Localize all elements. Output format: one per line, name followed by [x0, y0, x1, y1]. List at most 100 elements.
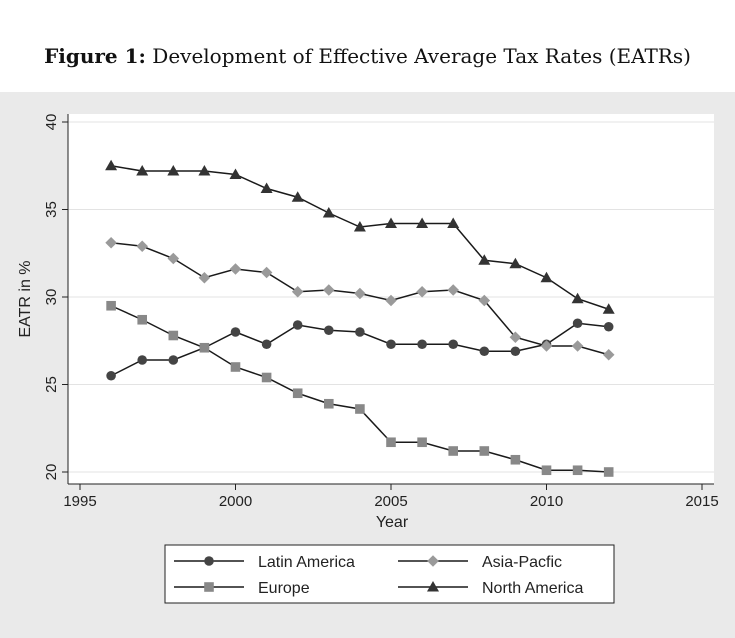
data-point-north-america: [260, 182, 273, 193]
legend-item-north-america: North America: [398, 580, 583, 597]
data-point-latin-america: [510, 346, 521, 357]
data-point-north-america: [385, 217, 397, 228]
data-point-latin-america: [292, 320, 303, 330]
data-point-asia-pacfic: [509, 331, 522, 344]
legend-item-europe: Europe: [174, 580, 310, 597]
legend-box: [164, 544, 615, 604]
data-point-latin-america: [324, 325, 334, 336]
data-point-europe: [386, 437, 396, 448]
data-point-europe: [199, 342, 210, 353]
data-point-asia-pacfic: [167, 252, 180, 265]
y-tick-label: 20: [43, 464, 60, 481]
data-point-asia-pacfic: [478, 294, 491, 307]
data-point-asia-pacfic: [136, 240, 148, 253]
data-point-asia-pacfic: [385, 294, 397, 307]
legend-marker-asia-pacfic: [427, 555, 439, 567]
data-point-europe: [510, 454, 521, 465]
data-point-north-america: [322, 207, 335, 218]
data-point-latin-america: [261, 339, 272, 350]
data-point-north-america: [291, 191, 304, 202]
legend-label: Europe: [258, 580, 310, 597]
data-point-europe: [603, 467, 614, 477]
data-point-asia-pacfic: [571, 340, 584, 352]
series-north-america: [105, 159, 615, 314]
data-point-north-america: [540, 271, 553, 283]
data-point-europe: [572, 465, 583, 476]
data-point-asia-pacfic: [602, 348, 615, 361]
data-point-latin-america: [106, 370, 116, 381]
x-tick-label: 2000: [219, 493, 252, 510]
legend-label: North America: [482, 580, 583, 597]
data-point-north-america: [447, 217, 460, 228]
legend-label: Asia-Pacfic: [482, 554, 562, 571]
y-axis-title: EATR in %: [17, 260, 34, 337]
data-point-europe: [168, 330, 179, 341]
series-group: [105, 159, 615, 477]
data-point-latin-america: [572, 318, 583, 329]
x-tick-label: 2010: [530, 493, 563, 510]
data-point-europe: [230, 362, 241, 372]
data-point-europe: [448, 446, 458, 456]
data-point-north-america: [136, 165, 149, 176]
data-point-asia-pacfic: [416, 285, 428, 298]
data-point-north-america: [167, 165, 180, 176]
data-point-north-america: [198, 165, 211, 176]
x-tick-label: 2015: [685, 493, 718, 510]
legend-label: Latin America: [258, 554, 355, 571]
figure-title: Development of Effective Average Tax Rat…: [152, 44, 691, 68]
legend-marker-europe: [204, 582, 214, 592]
data-point-north-america: [571, 292, 584, 304]
y-tick-label: 35: [43, 201, 60, 218]
data-point-asia-pacfic: [354, 287, 366, 300]
x-tick-label: 2005: [374, 493, 407, 510]
y-tick-label: 40: [43, 114, 60, 131]
data-point-europe: [417, 437, 427, 448]
figure-caption: Figure 1: Development of Effective Avera…: [0, 44, 735, 68]
data-point-asia-pacfic: [540, 340, 553, 352]
data-point-europe: [324, 398, 334, 409]
x-axis-title: Year: [376, 514, 409, 531]
data-point-north-america: [229, 168, 242, 179]
legend-item-latin-america: Latin America: [174, 554, 355, 571]
y-tick-label: 30: [43, 289, 60, 306]
data-point-latin-america: [168, 355, 179, 365]
data-point-europe: [541, 465, 552, 476]
data-point-europe: [292, 388, 303, 399]
data-point-north-america: [105, 159, 118, 171]
data-point-europe: [261, 372, 272, 383]
data-point-asia-pacfic: [260, 266, 273, 279]
data-point-latin-america: [479, 346, 490, 357]
x-tick-label: 1995: [63, 493, 96, 510]
data-point-north-america: [416, 217, 429, 228]
data-point-asia-pacfic: [291, 285, 304, 298]
data-point-north-america: [602, 303, 615, 314]
data-point-latin-america: [355, 327, 365, 337]
data-point-europe: [355, 404, 365, 414]
data-point-north-america: [509, 257, 522, 269]
legend-marker-latin-america: [204, 556, 214, 566]
data-point-north-america: [353, 221, 366, 232]
series-europe: [106, 300, 614, 477]
data-point-latin-america: [230, 327, 241, 337]
data-point-latin-america: [137, 355, 147, 365]
data-point-latin-america: [417, 339, 427, 350]
data-point-north-america: [478, 254, 491, 265]
legend-item-asia-pacfic: Asia-Pacfic: [398, 554, 562, 571]
legend: Latin America Asia-Pacfic Europe North Amer…: [164, 544, 615, 604]
data-point-asia-pacfic: [198, 271, 211, 284]
axes: 20 25 30 35 40 1995 2000 2005 2010 2015: [43, 114, 719, 510]
series-asia-pacfic: [105, 236, 615, 361]
y-tick-label: 25: [43, 376, 60, 393]
figure-label: Figure 1:: [44, 44, 146, 68]
data-point-asia-pacfic: [105, 236, 117, 249]
data-point-asia-pacfic: [229, 263, 242, 275]
legend-marker-north-america: [427, 581, 439, 592]
data-point-europe: [479, 446, 490, 456]
data-point-asia-pacfic: [447, 284, 459, 296]
data-point-latin-america: [386, 339, 396, 350]
data-point-latin-america: [603, 321, 614, 332]
data-point-latin-america: [448, 339, 459, 350]
data-point-europe: [137, 314, 147, 325]
data-point-europe: [106, 300, 116, 311]
